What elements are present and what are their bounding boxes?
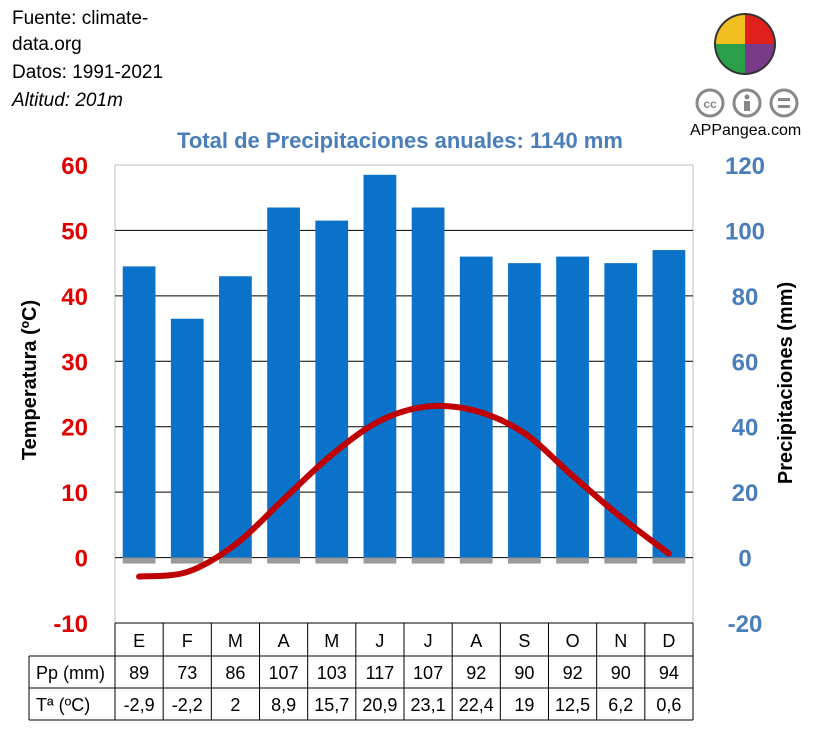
temp-value: -2,9 [124, 695, 155, 715]
bar-base [315, 557, 349, 564]
left-tick-label: 60 [61, 153, 88, 180]
left-tick-label: 20 [61, 415, 88, 442]
bar-base [459, 557, 493, 564]
temp-value: 0,6 [656, 695, 681, 715]
data-period: Datos: 1991-2021 [12, 62, 164, 83]
precip-bar [170, 318, 204, 558]
precip-value: 73 [177, 663, 197, 683]
bar-base [122, 557, 156, 564]
bar-base [219, 557, 252, 564]
precip-value: 117 [366, 663, 395, 683]
temp-value: 12,5 [555, 695, 590, 715]
precip-value: 90 [611, 663, 631, 683]
left-tick-label: 40 [61, 284, 88, 311]
temp-value: 2 [230, 695, 240, 715]
month-label: O [566, 631, 580, 651]
precip-value: 90 [514, 663, 534, 683]
chart-title: Total de Precipitaciones anuales: 1140 m… [177, 128, 623, 153]
bar-base [604, 557, 638, 564]
precip-bar [411, 207, 445, 558]
precip-bar [315, 220, 349, 558]
right-tick-label: 120 [725, 153, 765, 180]
left-tick-label: 50 [61, 218, 88, 245]
precip-bar [122, 266, 156, 558]
bar-base [363, 557, 397, 564]
precip-bar [508, 263, 541, 558]
brand-site: APPangea.com [690, 122, 802, 139]
svg-text:cc: cc [703, 97, 717, 111]
month-label: E [133, 631, 145, 651]
no-derivatives-icon [769, 88, 799, 118]
month-label: M [324, 631, 339, 651]
month-label: A [470, 631, 482, 651]
right-tick-label: 0 [738, 546, 751, 573]
right-axis-label: Precipitaciones (mm) [775, 282, 797, 484]
precip-value: 94 [659, 663, 679, 683]
temp-value: 8,9 [271, 695, 296, 715]
precip-bar [556, 256, 589, 558]
right-tick-label: 20 [732, 480, 759, 507]
temperature-line [136, 402, 672, 580]
right-tick-label: 100 [725, 218, 765, 245]
left-tick-label: 30 [61, 349, 88, 376]
bar-base [652, 557, 686, 564]
data-table: E F M A M J J A S O N D Pp (mm) Tª (ºC) 89 73 86 107 103 11… [28, 622, 694, 721]
right-tick-label: 40 [732, 415, 759, 442]
bar-base [508, 557, 541, 564]
left-axis-label: Temperatura (ºC) [19, 300, 41, 460]
row-label: Pp (mm) [36, 663, 105, 683]
left-axis-ticks: -10 0 10 20 30 40 50 60 [53, 153, 88, 638]
temp-value: 19 [514, 695, 534, 715]
left-tick-label: 10 [61, 480, 88, 507]
precip-bar [363, 174, 397, 558]
row-label: Tª (ºC) [36, 695, 90, 715]
precip-bar [267, 207, 300, 558]
temp-value: 6,2 [608, 695, 633, 715]
precip-bar [219, 276, 252, 558]
precip-value: 92 [466, 663, 486, 683]
temp-value: -2,2 [172, 695, 203, 715]
left-tick-label: 0 [75, 546, 88, 573]
precip-value: 92 [563, 663, 583, 683]
precip-value: 89 [129, 663, 149, 683]
bar-bases [122, 557, 686, 564]
precip-value: 107 [269, 663, 299, 683]
month-label: F [182, 631, 193, 651]
bar-base [411, 557, 445, 564]
bar-base [556, 557, 589, 564]
right-tick-label: 60 [732, 349, 759, 376]
month-label: A [278, 631, 290, 651]
bar-base [170, 557, 204, 564]
month-label: J [375, 631, 384, 651]
source-line-2: data.org [12, 34, 82, 55]
left-tick-label: -10 [53, 611, 88, 638]
temp-value: 15,7 [314, 695, 349, 715]
month-label: S [518, 631, 530, 651]
precip-bar [652, 250, 686, 558]
temp-value: 22,4 [459, 695, 494, 715]
month-label: D [662, 631, 675, 651]
precip-value: 107 [413, 663, 443, 683]
source-line-1: Fuente: climate- [12, 8, 149, 29]
month-label: J [424, 631, 433, 651]
cc-icon [695, 88, 725, 118]
right-axis-ticks: -20 0 20 40 60 80 100 120 [725, 153, 765, 638]
temp-value: 23,1 [411, 695, 446, 715]
precip-value: 86 [225, 663, 245, 683]
right-tick-label: -20 [728, 611, 763, 638]
month-label: N [614, 631, 627, 651]
altitude: Altitud: 201m [12, 90, 123, 111]
appangea-logo [714, 13, 776, 75]
temp-value: 20,9 [362, 695, 397, 715]
precip-value: 103 [317, 663, 347, 683]
right-tick-label: 80 [732, 284, 759, 311]
cc-license-icons: cc [695, 88, 799, 118]
month-label: M [228, 631, 243, 651]
precipitation-bars [122, 174, 686, 558]
bar-base [267, 557, 300, 564]
